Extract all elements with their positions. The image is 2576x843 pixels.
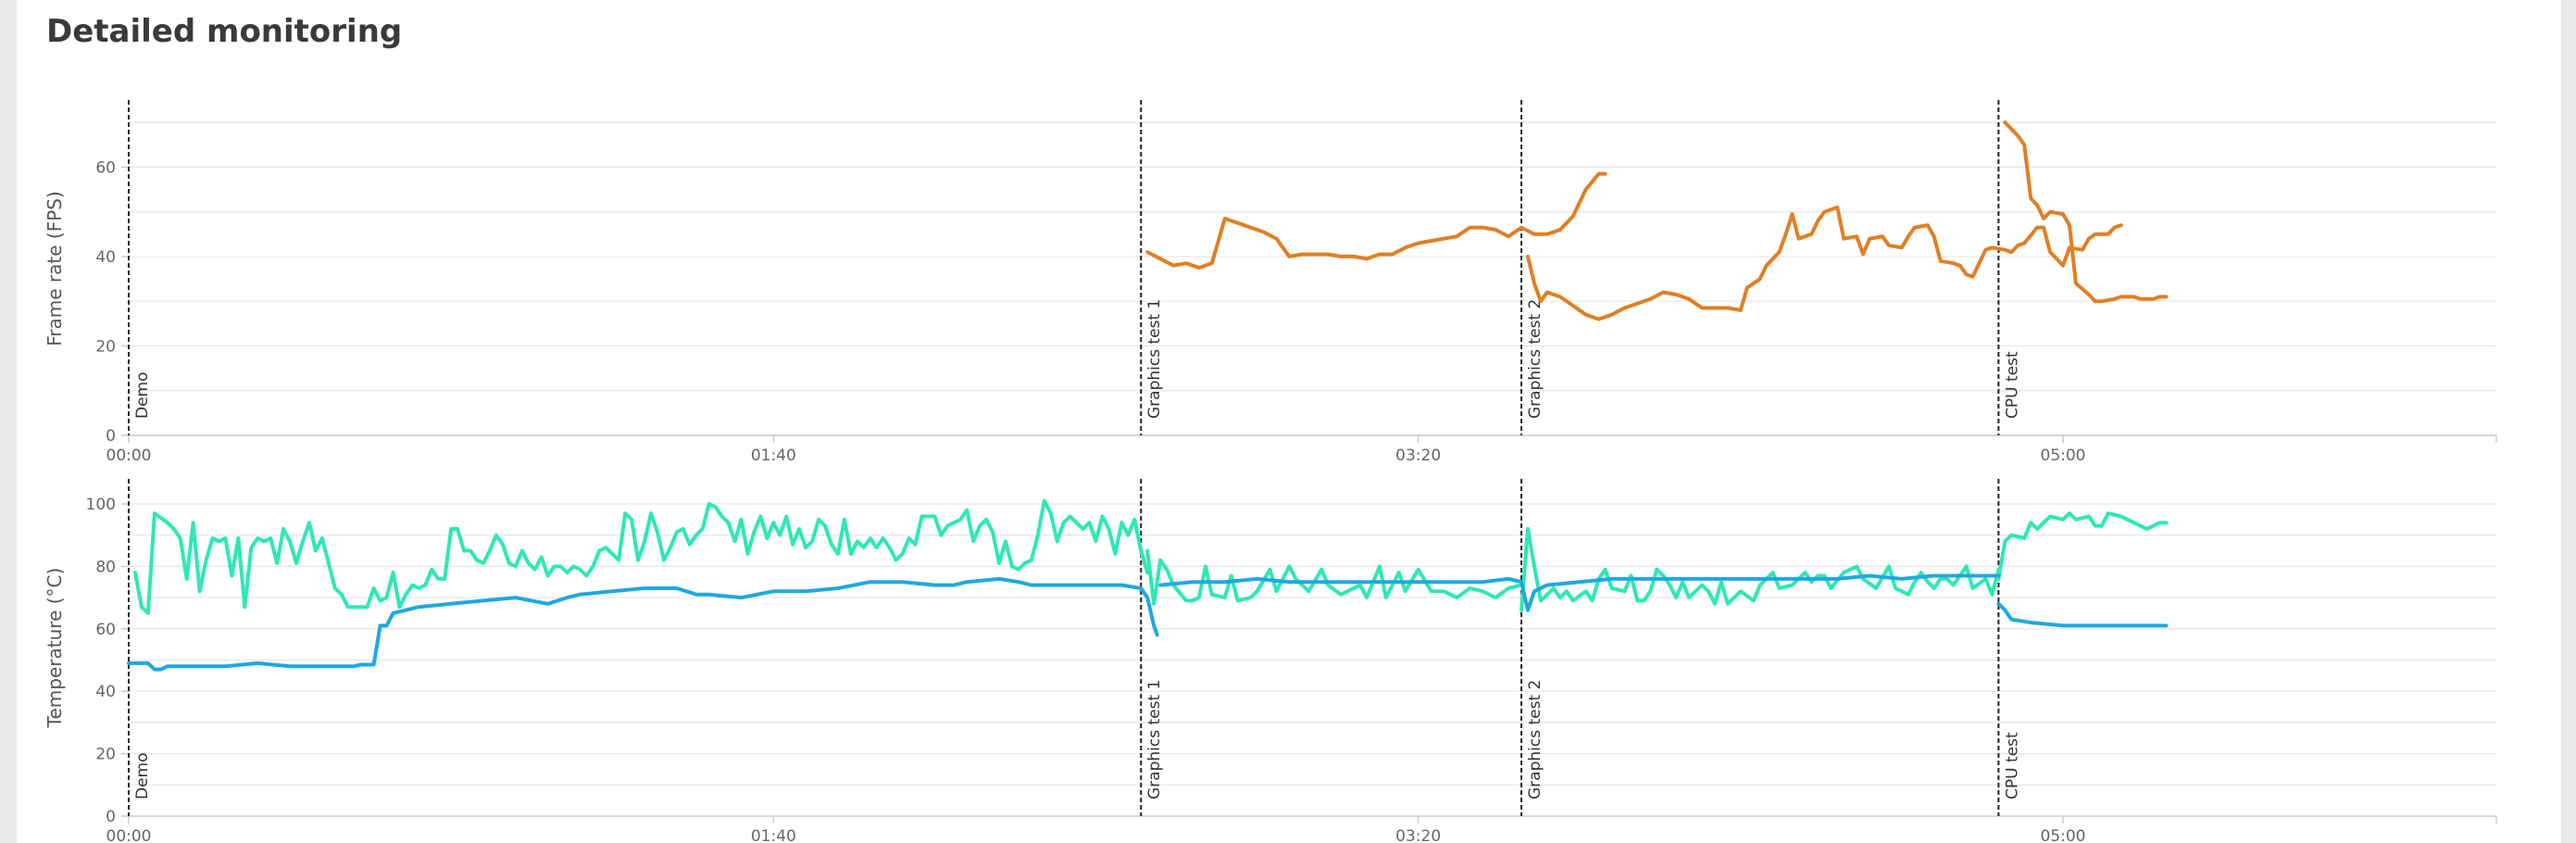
page-title: Detailed monitoring — [46, 13, 403, 50]
series-line-temp_a — [1519, 526, 2001, 612]
series-line-fps — [1526, 205, 2123, 321]
series-line-temp_b — [1996, 601, 2169, 628]
series-line-temp_b — [127, 576, 1159, 672]
series-line-fps — [2003, 120, 2169, 304]
y-axis-title: Temperature (°C) — [44, 568, 66, 729]
x-tick-label: 01:40 — [751, 827, 796, 843]
x-tick-label: 03:20 — [1395, 827, 1441, 843]
y-tick-label: 0 — [106, 808, 116, 826]
section-label: Graphics test 1 — [1145, 299, 1164, 419]
section-label: Demo — [133, 371, 152, 419]
monitoring-panel: Detailed monitoring — [17, 0, 2561, 843]
section-label: Demo — [133, 752, 152, 799]
y-tick-label: 20 — [95, 746, 116, 764]
y-tick-label: 80 — [95, 558, 116, 576]
section-label: CPU test — [2003, 351, 2021, 419]
series-line-temp_b — [1526, 573, 2001, 612]
y-tick-label: 40 — [95, 683, 116, 701]
x-tick-label: 03:20 — [1395, 447, 1441, 465]
section-label: CPU test — [2003, 732, 2021, 799]
section-label: Graphics test 1 — [1145, 680, 1164, 799]
x-tick-label: 05:00 — [2041, 827, 2086, 843]
y-axis-title: Frame rate (FPS) — [44, 191, 66, 346]
section-label: Graphics test 2 — [1526, 299, 1544, 419]
series-line-fps — [1145, 171, 1607, 270]
frame-rate-chart: 0 20 40 60 00:00 01:40 03:20 05:00 Frame rate (F… — [44, 100, 2497, 465]
x-tick-label: 05:00 — [2041, 447, 2086, 465]
series-line-temp_a — [133, 498, 1150, 615]
series-line-temp_a — [1145, 548, 1524, 606]
series-line-temp_a — [1996, 511, 2169, 581]
x-tick-label: 00:00 — [106, 447, 152, 465]
y-tick-label: 60 — [95, 621, 116, 639]
y-tick-label: 100 — [86, 496, 116, 514]
y-tick-label: 40 — [95, 248, 116, 267]
x-tick-label: 00:00 — [106, 827, 152, 843]
y-tick-label: 0 — [106, 427, 116, 446]
x-tick-label: 01:40 — [751, 447, 796, 465]
temperature-chart: 0 20 40 60 80 100 00:00 01:40 03:20 05:00 Temperat… — [44, 479, 2497, 843]
y-tick-label: 20 — [95, 337, 116, 356]
section-label: Graphics test 2 — [1526, 680, 1544, 799]
y-tick-label: 60 — [95, 158, 116, 177]
series-line-temp_b — [1158, 576, 1530, 612]
